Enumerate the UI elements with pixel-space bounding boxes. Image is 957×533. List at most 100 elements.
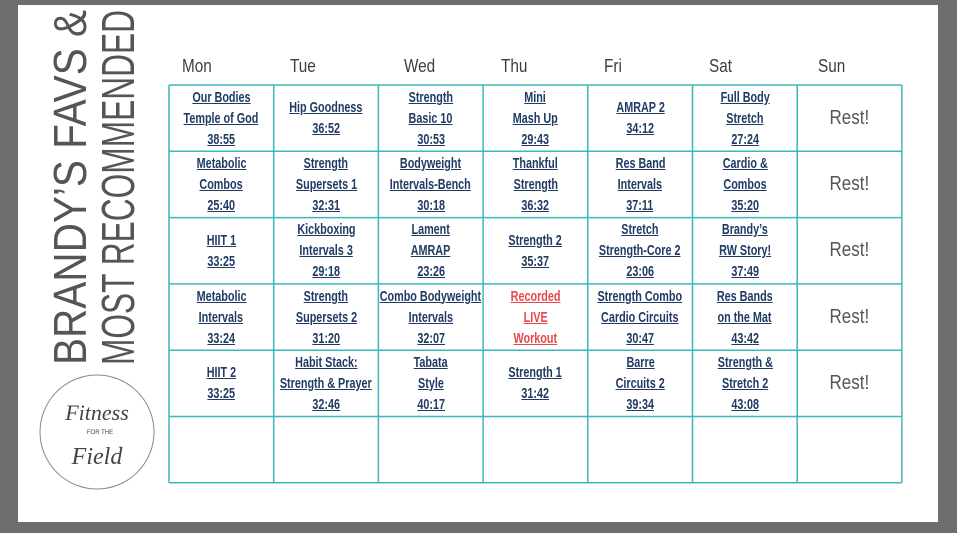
workout-text: AMRAP 2 — [615, 99, 665, 117]
workout-text: Brandy’s — [721, 221, 768, 239]
cell: Strength Supersets 1 32:31 — [274, 151, 379, 217]
workout-text: Stretch 2 — [721, 374, 768, 392]
cell: Bodyweight Intervals-Bench 30:18 — [378, 151, 483, 217]
workout-text: Metabolic — [196, 154, 247, 172]
workout-text: Strength-Core 2 — [599, 242, 681, 260]
cell: Stretch Strength-Core 2 23:06 — [588, 218, 693, 284]
workout-text: Strength 2 — [508, 231, 563, 249]
workout-text: 23:06 — [626, 263, 654, 281]
workout-text: HIIT 2 — [206, 364, 237, 382]
logo-middle: FOR THE — [87, 430, 113, 436]
workout-text: 29:43 — [521, 130, 550, 148]
cell: Metabolic Intervals 33:24 — [169, 284, 274, 350]
rest-label: Rest! — [829, 239, 870, 262]
cell: Our Bodies Temple of God 38:55 — [169, 85, 274, 151]
workout-text: AMRAP — [410, 242, 451, 260]
workout-text: Temple of God — [183, 109, 259, 127]
workout-text: Strength & — [717, 353, 773, 371]
workout-text: Bodyweight — [400, 154, 462, 172]
workout-text: 33:25 — [207, 385, 236, 403]
cell: Recorded LIVE Workout — [483, 284, 588, 350]
cell: HIIT 1 33:25 — [169, 218, 274, 284]
cell: AMRAP 2 34:12 — [588, 85, 693, 151]
cell: Strength & Stretch 2 43:08 — [693, 350, 798, 416]
workout-text: Strength — [408, 88, 453, 106]
day-header: Mon — [182, 56, 212, 76]
cell: Tabata Style 40:17 — [378, 350, 483, 416]
workout-text: Strength & Prayer — [280, 374, 372, 392]
workout-text: HIIT 1 — [206, 231, 237, 249]
cell: Hip Goodness 36:52 — [274, 85, 379, 151]
workout-text: 33:24 — [207, 329, 236, 347]
workout-text: 32:46 — [312, 395, 340, 413]
day-header: Sat — [709, 56, 732, 76]
workout-text: 35:20 — [731, 196, 759, 214]
cell: Barre Circuits 2 39:34 — [588, 350, 693, 416]
cell: Strength 1 31:42 — [483, 350, 588, 416]
workout-text: 40:17 — [416, 395, 445, 413]
workout-text: Strength 1 — [508, 364, 563, 382]
workout-text: LIVE — [523, 308, 548, 326]
workout-text: Cardio & — [722, 154, 768, 172]
rest-label: Rest! — [829, 371, 870, 394]
workout-text: Stretch — [621, 221, 659, 239]
workout-text: 25:40 — [207, 196, 236, 214]
workout-text: Hip Goodness — [289, 99, 363, 117]
rest-label: Rest! — [829, 305, 870, 328]
workout-text: Workout — [513, 329, 558, 347]
workout-text: Stretch — [726, 109, 764, 127]
workout-text: 43:42 — [731, 329, 759, 347]
day-header: Sun — [818, 56, 846, 76]
workout-text: 29:18 — [312, 263, 340, 281]
workout-text: 30:53 — [416, 130, 445, 148]
workout-text: Res Band — [615, 154, 666, 172]
workout-text: Intervals-Bench — [390, 175, 472, 193]
workout-text: Basic 10 — [408, 109, 453, 127]
side-title-2: MOST RECOMMENDED — [92, 10, 144, 365]
workout-text: Our Bodies — [192, 88, 251, 106]
cell: Res Bands on the Mat 43:42 — [693, 284, 798, 350]
cell: Rest! — [797, 350, 902, 416]
workout-text: Thankful — [512, 154, 558, 172]
cell: Thankful Strength 36:32 — [483, 151, 588, 217]
cell: Strength 2 35:37 — [483, 218, 588, 284]
workout-text: Intervals — [199, 308, 244, 326]
workout-text: 36:32 — [521, 196, 550, 214]
workout-text: Circuits 2 — [615, 374, 665, 392]
workout-text: 37:49 — [731, 263, 759, 281]
day-header: Wed — [404, 56, 436, 76]
workout-text: 39:34 — [626, 395, 654, 413]
workout-text: 32:07 — [416, 329, 445, 347]
workout-text: 30:18 — [416, 196, 445, 214]
workout-text: 30:47 — [626, 329, 654, 347]
workout-text: Lament — [411, 221, 450, 239]
workout-text: 43:08 — [731, 395, 759, 413]
rest-label: Rest! — [829, 106, 870, 129]
cell: Strength Basic 10 30:53 — [378, 85, 483, 151]
workout-text: 27:24 — [731, 130, 759, 148]
logo-top: Fitness — [64, 400, 129, 425]
workout-text: Supersets 2 — [295, 308, 357, 326]
logo-circle — [39, 374, 155, 490]
side-title-1: BRANDY’S FAVS & — [44, 10, 96, 365]
workout-text: 31:20 — [312, 329, 340, 347]
cell: Metabolic Combos 25:40 — [169, 151, 274, 217]
workout-text: 36:52 — [312, 120, 340, 138]
workout-text: Mini — [524, 88, 547, 106]
workout-text: Intervals — [617, 175, 663, 193]
workout-text: on the Mat — [717, 308, 772, 326]
workout-text: Combo Bodyweight — [380, 287, 482, 305]
workout-text: Cardio Circuits — [601, 308, 679, 326]
workout-text: 38:55 — [207, 130, 236, 148]
workout-text: 23:26 — [416, 263, 445, 281]
cell: Brandy’s RW Story! 37:49 — [693, 218, 798, 284]
workout-text: Strength — [303, 154, 349, 172]
workout-text: Recorded — [510, 287, 561, 305]
workout-text: Mash Up — [512, 109, 558, 127]
cell: Kickboxing Intervals 3 29:18 — [274, 218, 379, 284]
sheet — [18, 5, 938, 522]
workout-text: Intervals — [408, 308, 453, 326]
cell: Combo Bodyweight Intervals 32:07 — [378, 284, 483, 350]
